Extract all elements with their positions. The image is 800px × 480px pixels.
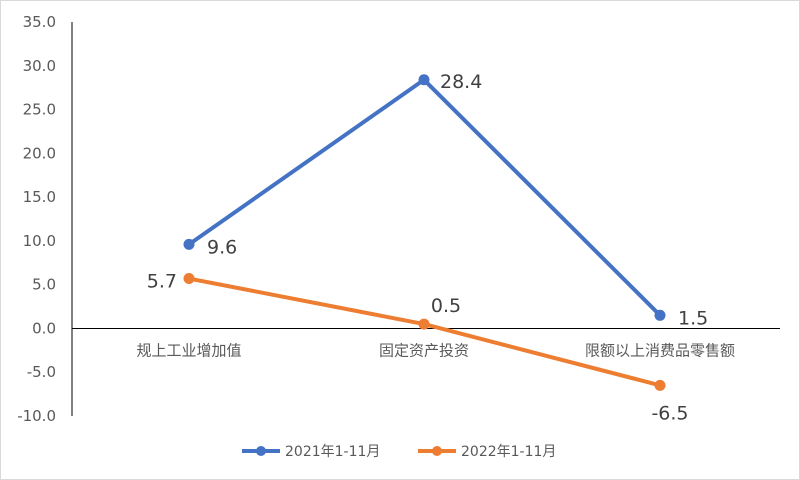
legend-marker-icon [432, 446, 442, 456]
category-label: 规上工业增加值 [136, 341, 241, 359]
data-label: 1.5 [678, 307, 708, 329]
data-point-marker [654, 379, 666, 391]
series-line [187, 276, 662, 388]
category-label: 限额以上消费品零售额 [585, 341, 735, 359]
y-tick-label: 0.0 [32, 319, 56, 337]
data-point-marker [654, 309, 666, 321]
y-tick-label: -5.0 [27, 363, 56, 381]
data-labels: 9.6 28.4 1.5 5.7 0.5 -6.5 [147, 71, 708, 425]
y-tick-label: -10.0 [17, 407, 56, 425]
data-point-marker [418, 318, 430, 330]
data-label: 5.7 [147, 271, 177, 293]
y-tick-label: 25.0 [23, 101, 56, 119]
series-line [187, 77, 662, 318]
y-tick-label: 20.0 [23, 144, 56, 162]
legend-marker-icon [256, 446, 266, 456]
data-label: 9.6 [207, 236, 237, 258]
series-lines [183, 74, 666, 391]
y-tick-label: 30.0 [23, 57, 56, 75]
y-axis-ticks: 35.0 30.0 25.0 20.0 15.0 10.0 5.0 0.0 -5.0 -10.0 [17, 13, 56, 425]
legend: 2021年1-11月 2022年1-11月 [242, 444, 556, 460]
y-tick-label: 5.0 [32, 276, 56, 294]
category-label: 固定资产投资 [379, 341, 469, 359]
data-point-marker [418, 74, 430, 86]
y-tick-label: 35.0 [23, 13, 56, 31]
data-label: 28.4 [440, 71, 482, 93]
category-labels: 规上工业增加值 固定资产投资 限额以上消费品零售额 [136, 341, 735, 359]
y-tick-label: 15.0 [23, 188, 56, 206]
y-tick-label: 10.0 [23, 232, 56, 250]
legend-entry: 2021年1-11月 [285, 444, 380, 460]
data-point-marker [183, 273, 195, 285]
data-label: -6.5 [651, 402, 688, 424]
legend-entry: 2022年1-11月 [461, 444, 556, 460]
data-point-marker [183, 238, 195, 250]
data-label: 0.5 [431, 295, 461, 317]
